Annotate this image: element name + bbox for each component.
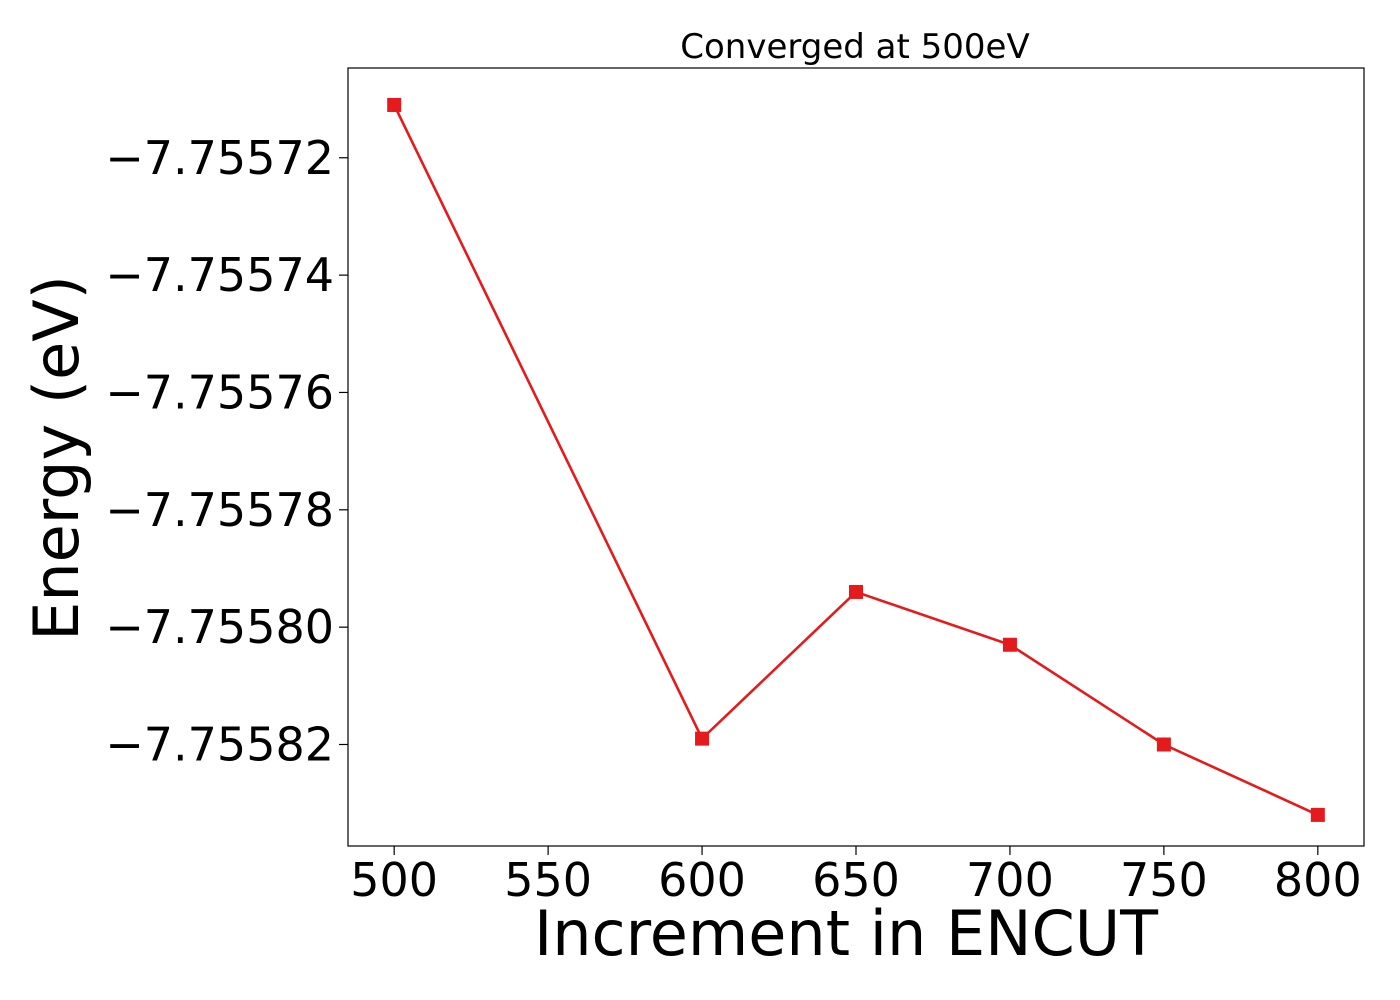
x-tick-label: 550 xyxy=(504,853,592,907)
y-tick-label: −7.75574 xyxy=(105,248,334,302)
y-tick-label: −7.75572 xyxy=(105,131,334,185)
y-tick-label: −7.75580 xyxy=(105,600,334,654)
series-layer xyxy=(387,97,1325,822)
x-tick-label: 700 xyxy=(966,853,1054,907)
y-axis-ticks: −7.75572 −7.75574 −7.75576 −7.75578 −7.75580… xyxy=(105,131,348,771)
x-tick-label: 750 xyxy=(1120,853,1208,907)
y-tick-label: −7.75576 xyxy=(105,365,334,419)
data-point-marker xyxy=(1156,737,1171,752)
x-axis-label: Increment in ENCUT xyxy=(534,897,1159,970)
y-axis-label: Energy (eV) xyxy=(20,275,93,641)
data-point-marker xyxy=(1002,637,1017,652)
y-tick-label: −7.75582 xyxy=(105,717,334,771)
data-point-marker xyxy=(387,97,402,112)
plot-frame xyxy=(347,67,1365,847)
x-tick-label: 500 xyxy=(350,853,438,907)
x-tick-label: 800 xyxy=(1274,853,1362,907)
x-tick-label: 650 xyxy=(812,853,900,907)
data-point-marker xyxy=(695,731,710,746)
y-tick-label: −7.75578 xyxy=(105,483,334,537)
x-tick-label: 600 xyxy=(658,853,746,907)
x-axis-ticks: 500 550 600 650 700 750 800 xyxy=(350,846,1362,907)
chart-title: Converged at 500eV xyxy=(680,27,1029,67)
data-point-marker xyxy=(849,584,863,599)
data-point-marker xyxy=(1310,807,1325,822)
series-line xyxy=(393,104,1319,817)
